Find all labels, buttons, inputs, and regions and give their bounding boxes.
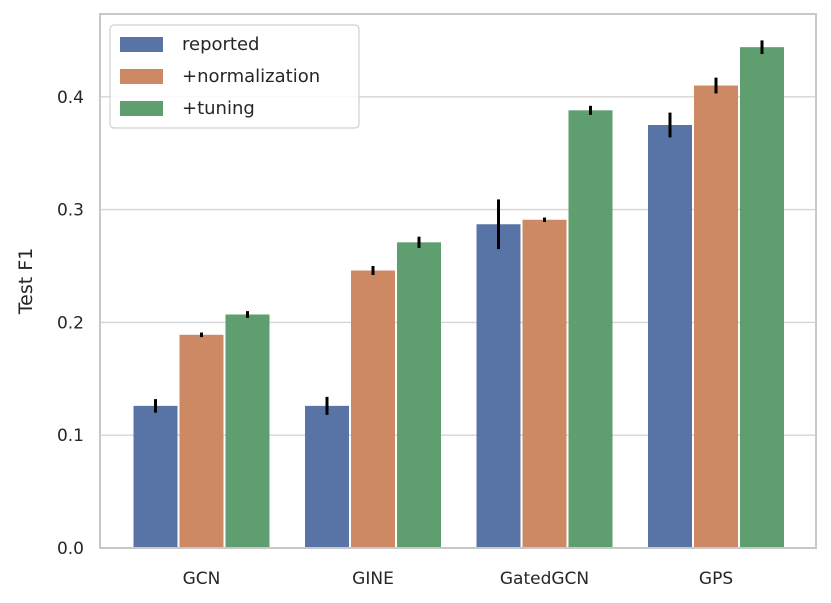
bar-gine-1 [351,270,395,548]
bar-gcn-2 [225,314,270,548]
x-tick-label: GINE [352,569,394,589]
legend-swatch [120,37,163,52]
bar-gps-0 [648,125,692,548]
y-tick-label: 0.4 [57,88,84,108]
bar-gcn-0 [133,405,178,548]
bar-gps-2 [740,47,784,548]
bar-gatedgcn-0 [476,224,521,548]
y-tick-label: 0.3 [57,201,84,221]
x-tick-label: GPS [699,569,733,589]
bar-gatedgcn-1 [522,219,567,548]
y-tick-label: 0.1 [57,426,84,446]
plot-frame [99,13,817,549]
bar-gatedgcn-2 [568,110,613,548]
x-tick-label: GCN [183,569,221,589]
bar-gps-1 [694,85,738,549]
x-tick-labels: GCN GINE GatedGCN GPS [183,569,733,589]
bar-gcn-1 [179,334,224,548]
error-bars [154,40,764,415]
bar-gine-0 [305,405,349,548]
x-tick-label: GatedGCN [500,569,589,589]
y-tick-labels: 0.0 0.1 0.2 0.3 0.4 [57,88,84,559]
y-axis-label: Test F1 [15,248,37,315]
legend-label: +normalization [182,66,320,87]
legend-label: +tuning [182,98,255,119]
y-tick-label: 0.2 [57,313,84,333]
bar-gine-2 [397,242,441,548]
legend: reported +normalization +tuning [109,24,360,129]
legend-swatch [120,69,163,84]
bars [133,47,784,549]
legend-swatch [120,101,163,116]
y-tick-label: 0.0 [57,539,84,559]
legend-label: reported [182,34,259,55]
legend-box [109,24,360,129]
